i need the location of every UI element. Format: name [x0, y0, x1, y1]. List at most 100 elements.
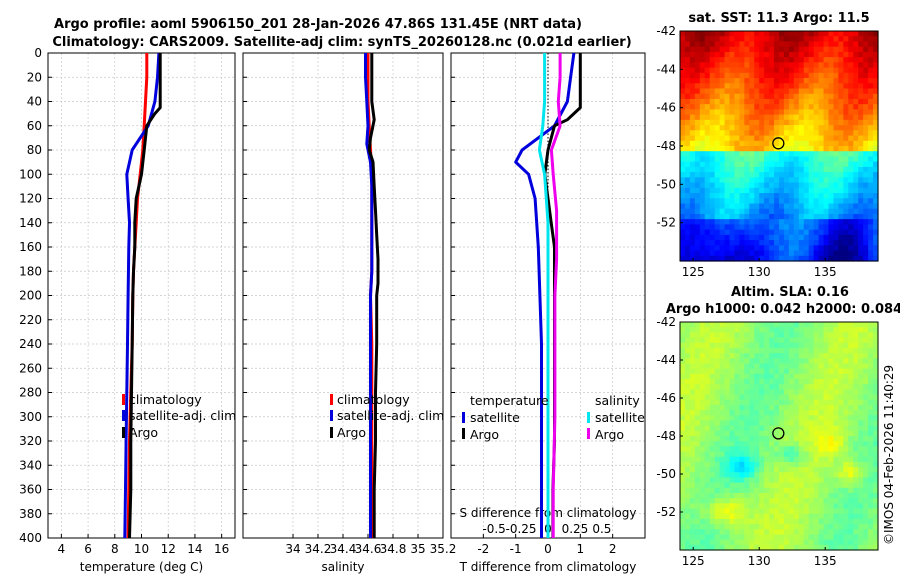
- map-cell: [863, 347, 869, 354]
- map-cell: [699, 508, 706, 515]
- map-cell: [729, 62, 736, 69]
- map-cell: [714, 78, 721, 84]
- map-cell: [719, 389, 726, 396]
- map-cell: [873, 487, 879, 494]
- map-cell: [813, 467, 820, 473]
- map-cell: [680, 347, 686, 354]
- map-cell: [793, 198, 800, 205]
- map-cell: [858, 93, 864, 100]
- x-tick-label: 16: [214, 542, 229, 556]
- map-y-tick-label: -46: [656, 101, 676, 115]
- map-cell: [818, 420, 825, 427]
- map-cell: [818, 219, 825, 226]
- map-cell: [734, 399, 740, 406]
- map-cell: [704, 342, 711, 349]
- map-cell: [798, 394, 805, 401]
- map-cell: [774, 368, 780, 375]
- map-cell: [848, 404, 854, 411]
- map-cell: [848, 234, 854, 241]
- salinity-panel: 34 34.234.434.634.8 35 35.2salinityclimatol…: [242, 52, 456, 574]
- map-cell: [863, 544, 869, 551]
- map-cell: [838, 224, 844, 231]
- map-cell: [769, 347, 775, 354]
- map-cell: [803, 347, 810, 354]
- map-cell: [734, 203, 740, 210]
- map-cell: [714, 379, 721, 385]
- map-cell: [803, 203, 810, 210]
- map-cell: [689, 240, 696, 246]
- map-cell: [694, 358, 701, 365]
- map-cell: [813, 72, 820, 79]
- map-cell: [689, 182, 696, 189]
- map-cell: [838, 234, 844, 241]
- map-cell: [769, 146, 775, 152]
- map-cell: [803, 41, 810, 48]
- map-cell: [863, 373, 869, 380]
- map-cell: [704, 456, 711, 463]
- map-cell: [783, 534, 790, 541]
- map-cell: [739, 482, 745, 489]
- map-cell: [689, 72, 696, 79]
- map-cell: [724, 109, 731, 116]
- map-cell: [823, 513, 830, 520]
- map-cell: [843, 177, 849, 184]
- map-cell: [719, 529, 726, 536]
- map-cell: [744, 399, 750, 406]
- map-cell: [709, 451, 716, 458]
- map-cell: [858, 229, 864, 236]
- map-cell: [699, 213, 706, 220]
- map-cell: [709, 224, 716, 231]
- map-cell: [833, 161, 839, 168]
- map-cell: [769, 130, 775, 137]
- map-cell: [828, 250, 835, 257]
- map-cell: [798, 187, 805, 194]
- map-cell: [734, 358, 740, 365]
- map-cell: [739, 353, 745, 359]
- map-cell: [863, 482, 869, 489]
- map-cell: [694, 539, 701, 546]
- map-cell: [689, 544, 696, 551]
- map-cell: [873, 539, 879, 546]
- map-cell: [818, 203, 825, 210]
- map-cell: [833, 322, 839, 328]
- map-cell: [749, 544, 755, 551]
- y-tick-label: 180: [19, 264, 42, 278]
- map-cell: [788, 487, 795, 494]
- map-cell: [684, 518, 691, 525]
- map-y-tick-label: -48: [656, 429, 676, 443]
- map-cell: [843, 332, 849, 339]
- map-cell: [739, 503, 745, 510]
- map-cell: [833, 368, 839, 375]
- map-cell: [803, 219, 810, 226]
- map-cell: [808, 373, 815, 380]
- map-cell: [788, 456, 795, 463]
- map-cell: [788, 394, 795, 401]
- map-cell: [680, 36, 686, 43]
- map-cell: [808, 342, 815, 349]
- x-tick-label: 34: [285, 542, 300, 556]
- map-cell: [818, 182, 825, 189]
- map-cell: [739, 104, 745, 111]
- map-cell: [828, 524, 835, 530]
- y-tick-label: 100: [19, 167, 42, 181]
- map-cell: [813, 498, 820, 504]
- map-cell: [734, 430, 740, 437]
- map-cell: [759, 219, 765, 226]
- map-cell: [684, 177, 691, 184]
- map-cell: [823, 119, 830, 126]
- map-cell: [838, 41, 844, 48]
- map-cell: [788, 83, 795, 90]
- map-cell: [724, 451, 731, 458]
- map-cell: [838, 83, 844, 90]
- map-cell: [709, 98, 716, 105]
- map-cell: [680, 140, 686, 147]
- map-cell: [798, 404, 805, 411]
- map-cell: [764, 140, 770, 147]
- map-cell: [689, 451, 696, 458]
- map-cell: [684, 363, 691, 370]
- map-cell: [704, 135, 711, 142]
- map-cell: [680, 456, 686, 463]
- map-cell: [788, 347, 795, 354]
- map-cell: [818, 41, 825, 48]
- map-cell: [689, 213, 696, 220]
